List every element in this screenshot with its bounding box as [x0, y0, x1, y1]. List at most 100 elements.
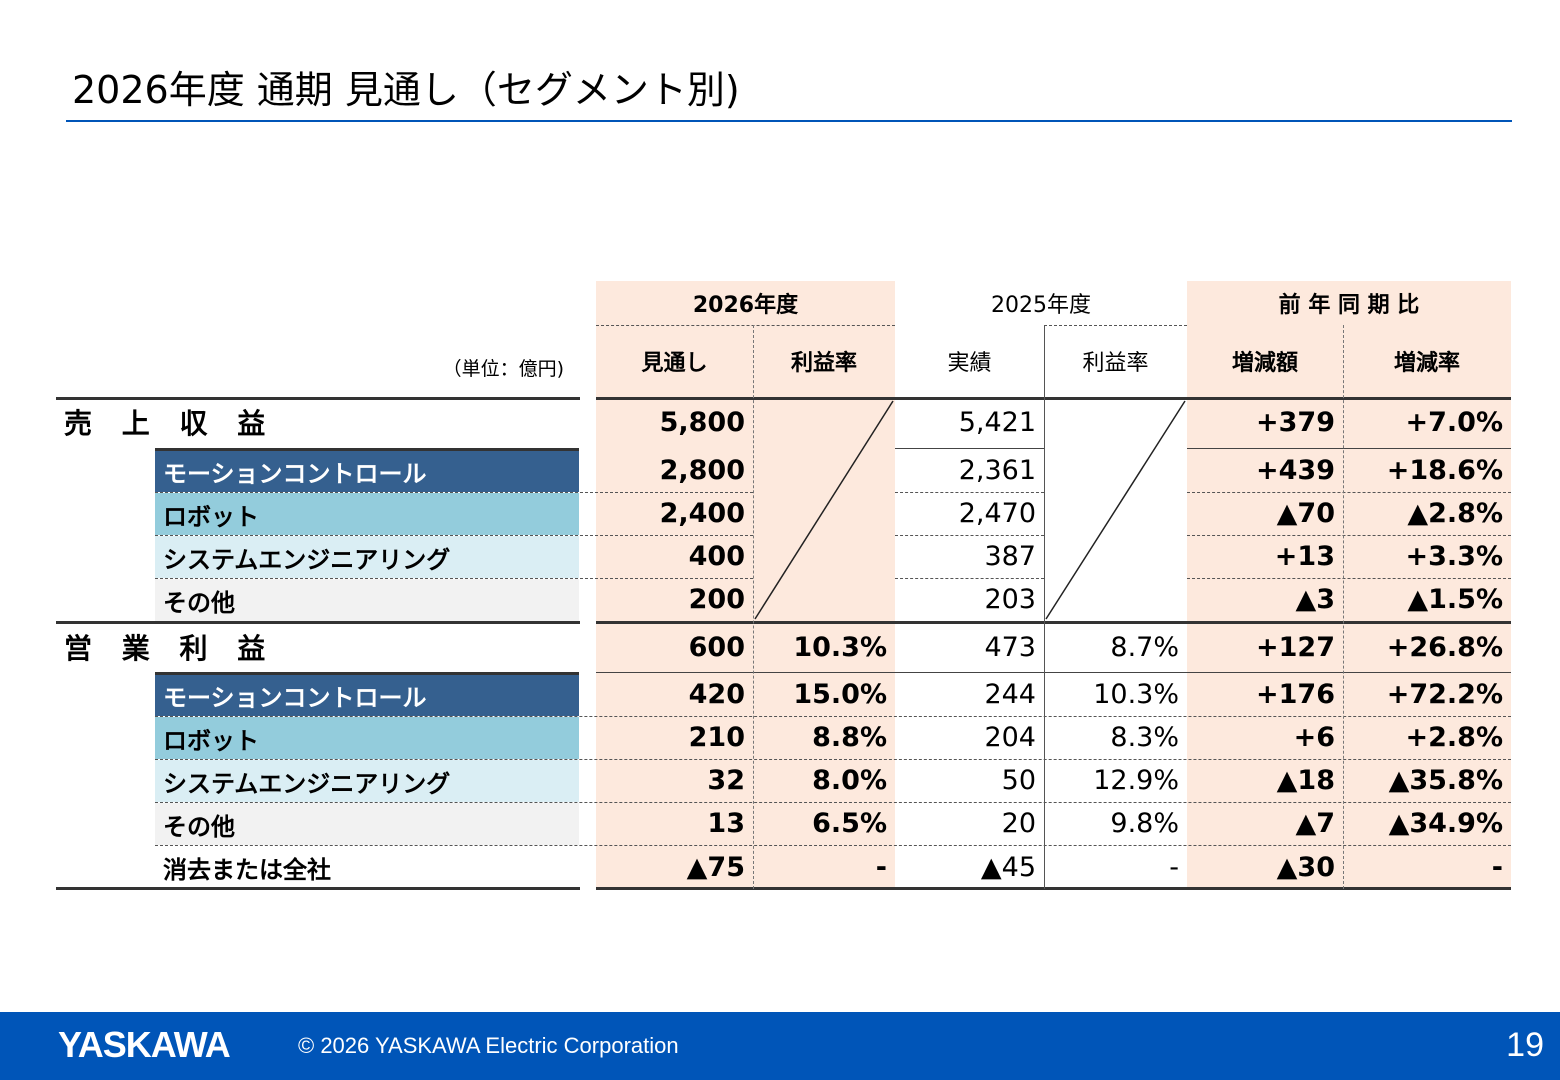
motion-control-profit-margin-2026: 15.0%: [793, 679, 887, 710]
other-profit-actual: 20: [1001, 808, 1036, 839]
segment-motion-control-revenue: モーションコントロール: [155, 450, 579, 492]
segment-motion-control-profit: モーションコントロール: [155, 674, 579, 716]
header-actual: 実績: [947, 351, 992, 376]
rule-row2: [155, 492, 753, 493]
rule-row3-b: [895, 535, 1044, 536]
header-margin-2025: 利益率: [1082, 351, 1149, 376]
other-profit-forecast: 13: [707, 808, 745, 839]
robot-profit-margin-2026: 8.8%: [812, 722, 887, 753]
yaskawa-logo: YASKAWA: [58, 1024, 231, 1065]
motion-control-revenue-forecast: 2,800: [659, 454, 745, 486]
segment-robot-profit: ロボット: [155, 717, 579, 759]
system-engineering-revenue-forecast: 400: [688, 541, 745, 572]
rule-row9: [155, 802, 1511, 803]
header-divider-2025: [1044, 325, 1187, 326]
eliminations-change-amount: ▲30: [1276, 851, 1335, 883]
rule-row4-c: [1187, 578, 1511, 579]
operating-profit-actual: 473: [984, 631, 1036, 663]
robot-revenue-forecast: 2,400: [659, 498, 745, 529]
rule-bottom-data: [596, 887, 1511, 890]
eliminations-change-rate: -: [1491, 851, 1503, 883]
copyright-text: © 2026 YASKAWA Electric Corporation: [298, 1033, 679, 1058]
margin-2025-na-diagonal: [1045, 400, 1186, 620]
yoy-column-background: [1187, 281, 1511, 889]
rule-bottom: [56, 887, 580, 890]
motion-control-profit-margin-2025: 10.3%: [1093, 679, 1179, 710]
other-profit-change-rate: ▲34.9%: [1388, 808, 1503, 839]
operating-profit-margin-2026: 10.3%: [793, 631, 887, 663]
other-profit-change-amount: ▲7: [1295, 808, 1335, 839]
motion-control-profit-forecast: 420: [688, 679, 745, 710]
system-engineering-profit-margin-2026: 8.0%: [812, 765, 887, 796]
motion-control-revenue-change-amount: +439: [1256, 454, 1335, 486]
other-revenue-change-amount: ▲3: [1295, 584, 1335, 615]
system-engineering-profit-actual: 50: [1001, 765, 1036, 796]
motion-control-revenue-actual: 2,361: [958, 454, 1036, 486]
robot-profit-change-rate: +2.8%: [1405, 722, 1503, 753]
rule-operating-profit-data: [596, 621, 1511, 624]
header-change-amount: 増減額: [1231, 351, 1298, 376]
rule-revenue-sub: [895, 448, 1044, 449]
segment-other-profit: その他: [155, 803, 579, 845]
operating-profit-label: 営 業 利 益: [64, 632, 276, 665]
header-change-rate: 増減率: [1393, 351, 1460, 376]
rule-operating-profit: [56, 621, 580, 624]
divider-actual-margin: [1044, 325, 1045, 889]
system-engineering-profit-forecast: 32: [707, 765, 745, 796]
eliminations-margin-2025: -: [1169, 851, 1179, 883]
rule-top: [56, 397, 580, 400]
divider-forecast-margin: [753, 325, 754, 889]
fy2026-column-background: [596, 281, 895, 889]
robot-profit-forecast: 210: [688, 722, 745, 753]
rule-motion-control-profit-top: [155, 672, 579, 675]
operating-profit-margin-2025: 8.7%: [1110, 631, 1179, 663]
rule-row7: [155, 716, 1511, 717]
segment-eliminations: 消去または全社: [163, 855, 331, 884]
rule-row2-c: [1187, 492, 1511, 493]
robot-profit-actual: 204: [984, 722, 1036, 753]
title-underline: [66, 120, 1512, 122]
rule-row3: [155, 535, 753, 536]
system-engineering-revenue-actual: 387: [984, 541, 1036, 572]
unit-label: （単位：億円): [442, 357, 564, 380]
segment-other-revenue: その他: [155, 579, 579, 621]
system-engineering-profit-margin-2025: 12.9%: [1093, 765, 1179, 796]
rule-revenue-sub-yoy: [1187, 448, 1511, 449]
margin-2026-na-diagonal: [754, 400, 894, 620]
revenue-change-amount: +379: [1256, 406, 1335, 438]
other-profit-margin-2025: 9.8%: [1110, 808, 1179, 839]
robot-revenue-change-amount: ▲70: [1276, 498, 1335, 529]
rule-motion-control-revenue-top: [155, 448, 579, 451]
rule-row8: [155, 759, 1511, 760]
operating-profit-change-amount: +127: [1256, 631, 1335, 663]
segment-system-engineering-profit: システムエンジニアリング: [155, 760, 579, 802]
system-engineering-profit-change-amount: ▲18: [1276, 765, 1335, 796]
eliminations-forecast: ▲75: [686, 851, 745, 883]
motion-control-profit-actual: 244: [984, 679, 1036, 710]
header-fy2025: 2025年度: [991, 293, 1091, 318]
header-margin-2026: 利益率: [790, 351, 857, 376]
rule-row10: [155, 845, 1511, 846]
page-title: 2026年度 通期 見通し（セグメント別): [72, 68, 740, 112]
segment-robot-revenue: ロボット: [155, 493, 579, 535]
robot-profit-change-amount: +6: [1293, 722, 1335, 753]
header-divider-2026: [596, 325, 895, 326]
other-profit-margin-2026: 6.5%: [812, 808, 887, 839]
rule-row3-c: [1187, 535, 1511, 536]
system-engineering-profit-change-rate: ▲35.8%: [1388, 765, 1503, 796]
footer-bar: [0, 1012, 1560, 1080]
other-revenue-actual: 203: [984, 584, 1036, 615]
rule-row4-b: [895, 578, 1044, 579]
revenue-label: 売 上 収 益: [64, 407, 276, 440]
operating-profit-change-rate: +26.8%: [1386, 631, 1503, 663]
other-revenue-change-rate: ▲1.5%: [1407, 584, 1503, 615]
robot-revenue-change-rate: ▲2.8%: [1407, 498, 1503, 529]
revenue-change-rate: +7.0%: [1405, 406, 1503, 438]
robot-revenue-actual: 2,470: [958, 498, 1036, 529]
revenue-forecast: 5,800: [659, 406, 745, 438]
operating-profit-forecast: 600: [688, 631, 745, 663]
segment-system-engineering-revenue: システムエンジニアリング: [155, 536, 579, 578]
other-revenue-forecast: 200: [688, 584, 745, 615]
robot-profit-margin-2025: 8.3%: [1110, 722, 1179, 753]
eliminations-actual: ▲45: [980, 851, 1036, 883]
